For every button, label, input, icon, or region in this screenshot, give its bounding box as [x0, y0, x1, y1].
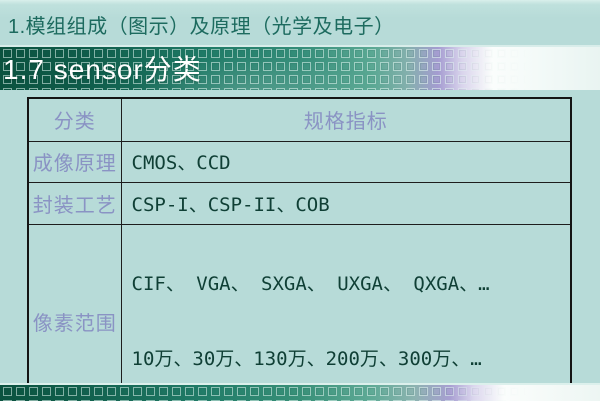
- footer-squares-pattern: [0, 385, 600, 401]
- table-row: 成像原理 CMOS、CCD: [27, 140, 572, 183]
- section-banner: 1.7 sensor分类: [0, 45, 600, 90]
- row-value-packaging: CSP-I、CSP-II、COB: [120, 181, 572, 225]
- row-label-packaging: 封装工艺: [27, 181, 122, 225]
- row-label-imaging-principle: 成像原理: [27, 140, 122, 183]
- row-value-imaging-principle: CMOS、CCD: [120, 140, 572, 183]
- footer-strip: [0, 383, 600, 401]
- banner-squares-pattern: [0, 47, 600, 90]
- header-spec: 规格指标: [120, 97, 572, 142]
- section-title: 1.7 sensor分类: [3, 53, 202, 85]
- header-category: 分类: [27, 97, 122, 142]
- pixel-range-line2: 10万、30万、130万、200万、300万、…: [131, 347, 482, 370]
- slide-title-bar: 1.模组组成（图示）及原理（光学及电子）: [0, 0, 600, 45]
- slide-title: 1.模组组成（图示）及原理（光学及电子）: [8, 16, 395, 38]
- table-header-row: 分类 规格指标: [27, 97, 572, 142]
- sensor-spec-table: 分类 规格指标 成像原理 CMOS、CCD 封装工艺 CSP-I、CSP-II、…: [27, 97, 572, 401]
- table-row: 封装工艺 CSP-I、CSP-II、COB: [27, 181, 572, 225]
- pixel-range-line1: CIF、 VGA、 SXGA、 UXGA、 QXGA、…: [131, 272, 490, 295]
- row-value-pixel-range: CIF、 VGA、 SXGA、 UXGA、 QXGA、… 10万、30万、130…: [120, 223, 572, 401]
- table-row: 像素范围 CIF、 VGA、 SXGA、 UXGA、 QXGA、… 10万、30…: [27, 223, 572, 401]
- row-label-pixel-range: 像素范围: [27, 223, 122, 401]
